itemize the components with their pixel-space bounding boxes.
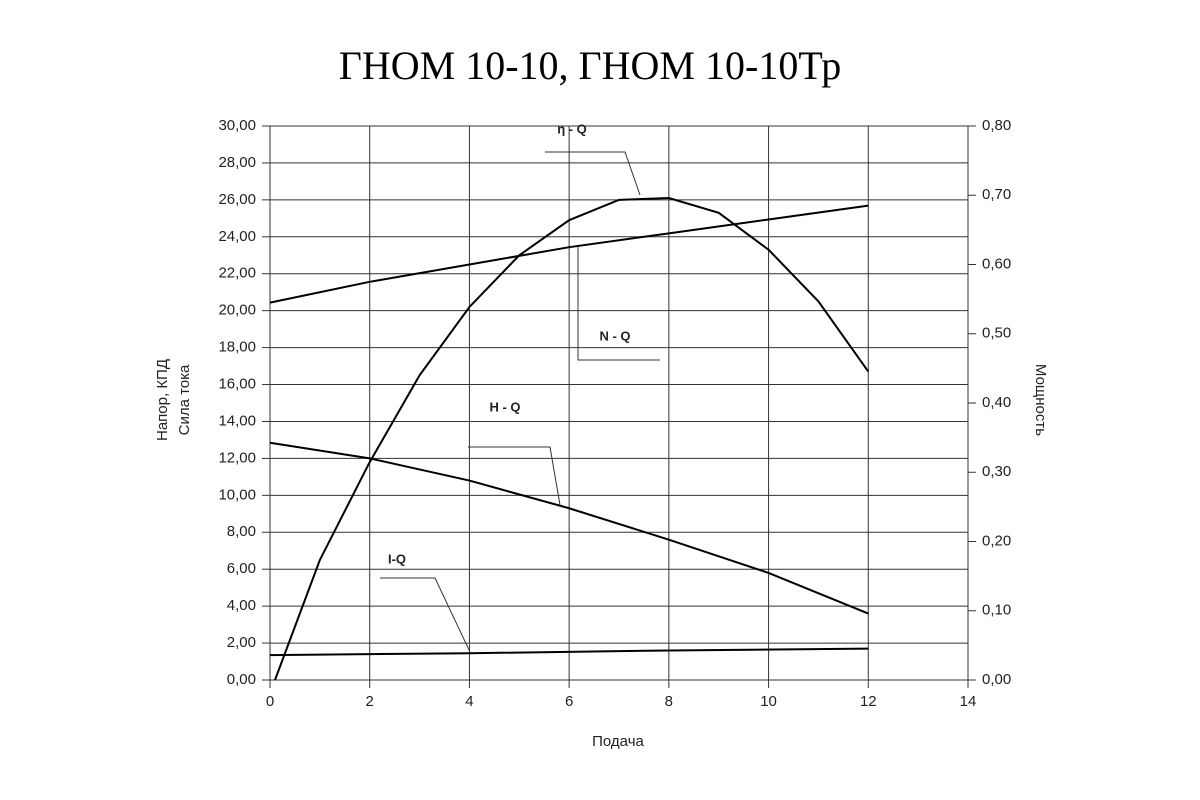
x-tick-label: 6 [565, 693, 573, 710]
x-tick-label: 0 [266, 693, 274, 710]
x-tick-label: 2 [366, 693, 374, 710]
y2-tick-label: 0,20 [982, 532, 1011, 549]
y2-tick-label: 0,60 [982, 255, 1011, 272]
y2-tick-label: 0,10 [982, 602, 1011, 619]
y2-tick-label: 0,50 [982, 325, 1011, 342]
series-label: η - Q [557, 121, 587, 136]
leader-line [577, 245, 660, 361]
y-tick-label: 6,00 [227, 560, 256, 577]
y-tick-label: 10,00 [218, 486, 256, 503]
series-label: H - Q [489, 399, 520, 414]
leader-line [380, 577, 471, 653]
y2-tick-label: 0,30 [982, 463, 1011, 480]
y-tick-label: 0,00 [227, 671, 256, 688]
chart-title: ГНОМ 10-10, ГНОМ 10-10Тр [339, 43, 841, 88]
y-tick-label: 22,00 [218, 265, 256, 282]
y2-axis-label: Мощность [1032, 364, 1049, 436]
y-tick-label: 8,00 [227, 523, 256, 540]
x-tick-label: 4 [465, 693, 473, 710]
y-axis-label: Напор, КПД [154, 359, 171, 441]
leader-line [468, 446, 561, 506]
y-tick-label: 30,00 [218, 117, 256, 134]
y-axis-label: Сила тока [176, 364, 193, 435]
series-line [269, 647, 869, 657]
leader-lines [380, 151, 660, 653]
y-tick-label: 4,00 [227, 597, 256, 614]
y2-tick-label: 0,40 [982, 394, 1011, 411]
series-label: N - Q [599, 328, 630, 343]
y-tick-label: 16,00 [218, 376, 256, 393]
x-tick-label: 12 [860, 693, 877, 710]
y-tick-label: 18,00 [218, 339, 256, 356]
x-tick-label: 8 [665, 693, 673, 710]
x-axis-label: Подача [592, 733, 644, 750]
y-tick-label: 24,00 [218, 228, 256, 245]
series-line [274, 197, 870, 681]
series-line [269, 204, 869, 304]
series-line [269, 441, 869, 615]
y-tick-label: 26,00 [218, 191, 256, 208]
leader-line [545, 151, 641, 196]
y-tick-label: 14,00 [218, 412, 256, 429]
y2-tick-label: 0,70 [982, 186, 1011, 203]
x-tick-label: 10 [760, 693, 777, 710]
series-label: I-Q [388, 551, 406, 566]
y2-tick-label: 0,00 [982, 671, 1011, 688]
y-tick-label: 2,00 [227, 634, 256, 651]
y2-tick-label: 0,80 [982, 117, 1011, 134]
y-tick-label: 20,00 [218, 302, 256, 319]
y-tick-label: 28,00 [218, 154, 256, 171]
x-tick-label: 14 [960, 693, 977, 710]
y-tick-label: 12,00 [218, 449, 256, 466]
